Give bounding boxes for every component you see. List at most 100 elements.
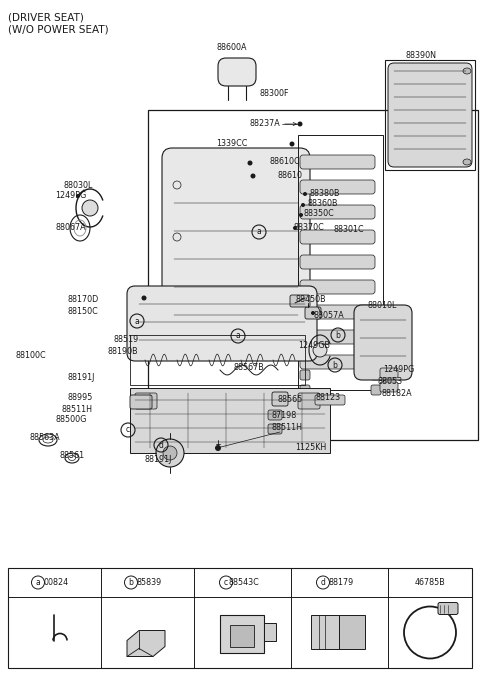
Text: a: a (236, 332, 240, 341)
Circle shape (82, 200, 98, 216)
Text: 88380B: 88380B (310, 190, 340, 199)
Text: 88360B: 88360B (307, 199, 337, 209)
Circle shape (251, 174, 255, 178)
Text: 1249GB: 1249GB (298, 341, 330, 349)
Text: 88511H: 88511H (272, 423, 303, 431)
Text: 88600A: 88600A (217, 42, 247, 52)
Text: c: c (224, 578, 228, 587)
FancyBboxPatch shape (272, 392, 288, 406)
Text: 88190B: 88190B (107, 347, 138, 357)
Text: 88543C: 88543C (228, 578, 259, 587)
Text: 88301C: 88301C (333, 225, 364, 234)
Circle shape (298, 122, 302, 127)
Text: 88390N: 88390N (405, 50, 436, 59)
Polygon shape (127, 631, 165, 656)
Text: (W/O POWER SEAT): (W/O POWER SEAT) (8, 25, 108, 35)
FancyBboxPatch shape (438, 602, 458, 614)
Circle shape (163, 446, 177, 460)
Circle shape (142, 295, 146, 301)
Text: 88610: 88610 (277, 170, 302, 180)
Text: 88511H: 88511H (62, 404, 93, 413)
Text: 88067A: 88067A (55, 223, 85, 232)
FancyBboxPatch shape (300, 280, 375, 294)
FancyBboxPatch shape (127, 286, 317, 361)
Text: 88237A: 88237A (249, 118, 280, 127)
Text: b: b (129, 578, 133, 587)
Text: 88191J: 88191J (68, 374, 96, 382)
Text: 1249PG: 1249PG (383, 365, 414, 374)
FancyBboxPatch shape (371, 385, 381, 395)
Text: 88563A: 88563A (30, 433, 60, 441)
Text: 88300F: 88300F (260, 90, 289, 98)
Text: 88519: 88519 (114, 336, 139, 345)
FancyBboxPatch shape (130, 395, 152, 409)
Text: 88370C: 88370C (293, 223, 324, 232)
FancyBboxPatch shape (300, 370, 310, 380)
Bar (264, 623, 276, 641)
Text: b: b (333, 361, 337, 369)
Circle shape (303, 192, 307, 196)
Text: 88567B: 88567B (233, 363, 264, 372)
Text: 88350C: 88350C (303, 209, 334, 219)
Bar (8, 568, 472, 668)
Text: a: a (36, 578, 40, 587)
Text: 88010L: 88010L (368, 301, 397, 310)
Text: 1339CC: 1339CC (216, 139, 248, 149)
FancyBboxPatch shape (388, 63, 472, 167)
Circle shape (215, 445, 221, 451)
Circle shape (293, 226, 297, 230)
Text: b: b (336, 330, 340, 339)
Bar (220, 614, 264, 653)
FancyBboxPatch shape (300, 230, 375, 244)
Text: 88053: 88053 (378, 378, 403, 386)
Text: 88150C: 88150C (68, 308, 99, 316)
Text: 88123: 88123 (316, 394, 341, 402)
Text: 88450B: 88450B (295, 295, 325, 304)
Text: 88191J: 88191J (144, 456, 172, 464)
FancyBboxPatch shape (300, 205, 375, 219)
Bar (130, 335, 305, 385)
Circle shape (156, 439, 184, 467)
FancyBboxPatch shape (354, 305, 412, 380)
Ellipse shape (463, 159, 471, 165)
Text: 85839: 85839 (136, 578, 162, 587)
Circle shape (313, 343, 327, 357)
Text: 87198: 87198 (272, 411, 297, 419)
FancyBboxPatch shape (218, 58, 256, 86)
Text: 88610C: 88610C (270, 157, 300, 166)
Text: 00824: 00824 (43, 578, 69, 587)
Bar (298, 135, 383, 390)
Text: 88057A: 88057A (313, 310, 344, 320)
FancyBboxPatch shape (300, 355, 375, 369)
Text: 1125KH: 1125KH (295, 443, 326, 452)
FancyBboxPatch shape (305, 307, 321, 319)
Text: 88995: 88995 (68, 394, 94, 402)
Text: 88182A: 88182A (381, 388, 412, 398)
Text: 88100C: 88100C (15, 351, 46, 359)
FancyBboxPatch shape (300, 155, 375, 169)
Text: d: d (321, 578, 325, 587)
FancyBboxPatch shape (135, 393, 157, 409)
FancyBboxPatch shape (268, 410, 282, 420)
Bar (311, 614, 339, 649)
Text: 1249PG: 1249PG (55, 192, 86, 201)
FancyBboxPatch shape (371, 370, 381, 380)
FancyBboxPatch shape (380, 382, 398, 392)
Circle shape (289, 141, 295, 147)
Bar (148, 110, 478, 440)
Text: c: c (126, 425, 130, 435)
Bar (130, 388, 330, 453)
Text: 46785B: 46785B (415, 578, 445, 587)
Circle shape (301, 203, 305, 207)
Text: 88030L: 88030L (63, 180, 92, 190)
Circle shape (76, 194, 80, 198)
Circle shape (311, 311, 315, 315)
FancyBboxPatch shape (380, 368, 398, 378)
FancyBboxPatch shape (268, 424, 282, 434)
Text: 88565: 88565 (277, 396, 302, 404)
Text: d: d (158, 441, 163, 450)
FancyBboxPatch shape (162, 148, 310, 343)
FancyBboxPatch shape (290, 295, 310, 307)
Bar (385, 60, 475, 170)
FancyBboxPatch shape (300, 385, 310, 395)
